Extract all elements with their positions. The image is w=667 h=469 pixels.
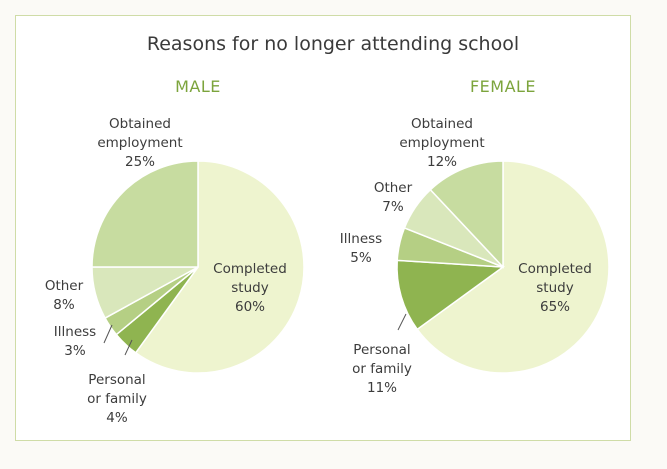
female-label-illness-line: Illness xyxy=(340,231,382,247)
female-label-completed-line: study xyxy=(536,280,573,296)
male-label-personal-line: Personal xyxy=(88,372,145,388)
male-pie xyxy=(91,160,305,374)
female-chart-title: FEMALE xyxy=(470,77,536,96)
female-label-obtained-line: 12% xyxy=(427,154,457,170)
female-label-obtained-line: Obtained xyxy=(411,116,473,132)
male-label-obtained-line: employment xyxy=(97,135,182,151)
chart-title: Reasons for no longer attending school xyxy=(147,33,519,55)
male-label-obtained-line: Obtained xyxy=(109,116,171,132)
female-slice-completed xyxy=(416,160,610,374)
male-label-completed-line: study xyxy=(231,280,268,296)
male-label-other-line: 8% xyxy=(53,297,75,313)
female-label-obtained: Obtained employment 12% xyxy=(399,116,484,170)
female-slice-personal xyxy=(396,259,506,331)
male-label-other-line: Other xyxy=(45,278,84,294)
slice-labels: Completed study 60% Personal or family 4% Illn… xyxy=(45,116,592,426)
male-label-illness-line: Illness xyxy=(54,324,96,340)
female-label-illness: Illness 5% xyxy=(340,231,382,266)
male-label-completed-line: Completed xyxy=(213,261,287,277)
male-chart-title: MALE xyxy=(175,77,221,96)
female-label-other: Other 7% xyxy=(374,180,413,215)
male-label-obtained-line: 25% xyxy=(125,154,155,170)
female-leader-personal xyxy=(397,313,407,331)
male-label-illness: Illness 3% xyxy=(54,324,96,359)
male-label-personal-line: or family xyxy=(87,391,147,407)
female-label-completed-line: 65% xyxy=(540,299,570,315)
male-label-personal-line: 4% xyxy=(106,410,128,426)
female-label-personal-line: Personal xyxy=(353,342,410,358)
female-pie xyxy=(396,160,610,374)
female-label-completed-line: Completed xyxy=(518,261,592,277)
male-label-personal: Personal or family 4% xyxy=(87,372,147,426)
male-label-completed: Completed study 60% xyxy=(213,261,287,315)
female-label-personal: Personal or family 11% xyxy=(352,342,412,396)
male-leader-personal xyxy=(124,339,133,356)
male-label-other: Other 8% xyxy=(45,278,84,313)
female-label-illness-line: 5% xyxy=(350,250,372,266)
female-slice-obtained xyxy=(429,160,504,269)
female-label-obtained-line: employment xyxy=(399,135,484,151)
female-label-other-line: 7% xyxy=(382,199,404,215)
male-label-illness-line: 3% xyxy=(64,343,86,359)
female-label-completed: Completed study 65% xyxy=(518,261,592,315)
male-label-completed-line: 60% xyxy=(235,299,265,315)
female-label-personal-line: or family xyxy=(352,361,412,377)
female-label-personal-line: 11% xyxy=(367,380,397,396)
male-label-obtained: Obtained employment 25% xyxy=(97,116,182,170)
male-slice-obtained xyxy=(91,160,199,268)
male-slice-completed xyxy=(134,160,305,374)
female-label-other-line: Other xyxy=(374,180,413,196)
male-leader-illness xyxy=(103,324,113,344)
